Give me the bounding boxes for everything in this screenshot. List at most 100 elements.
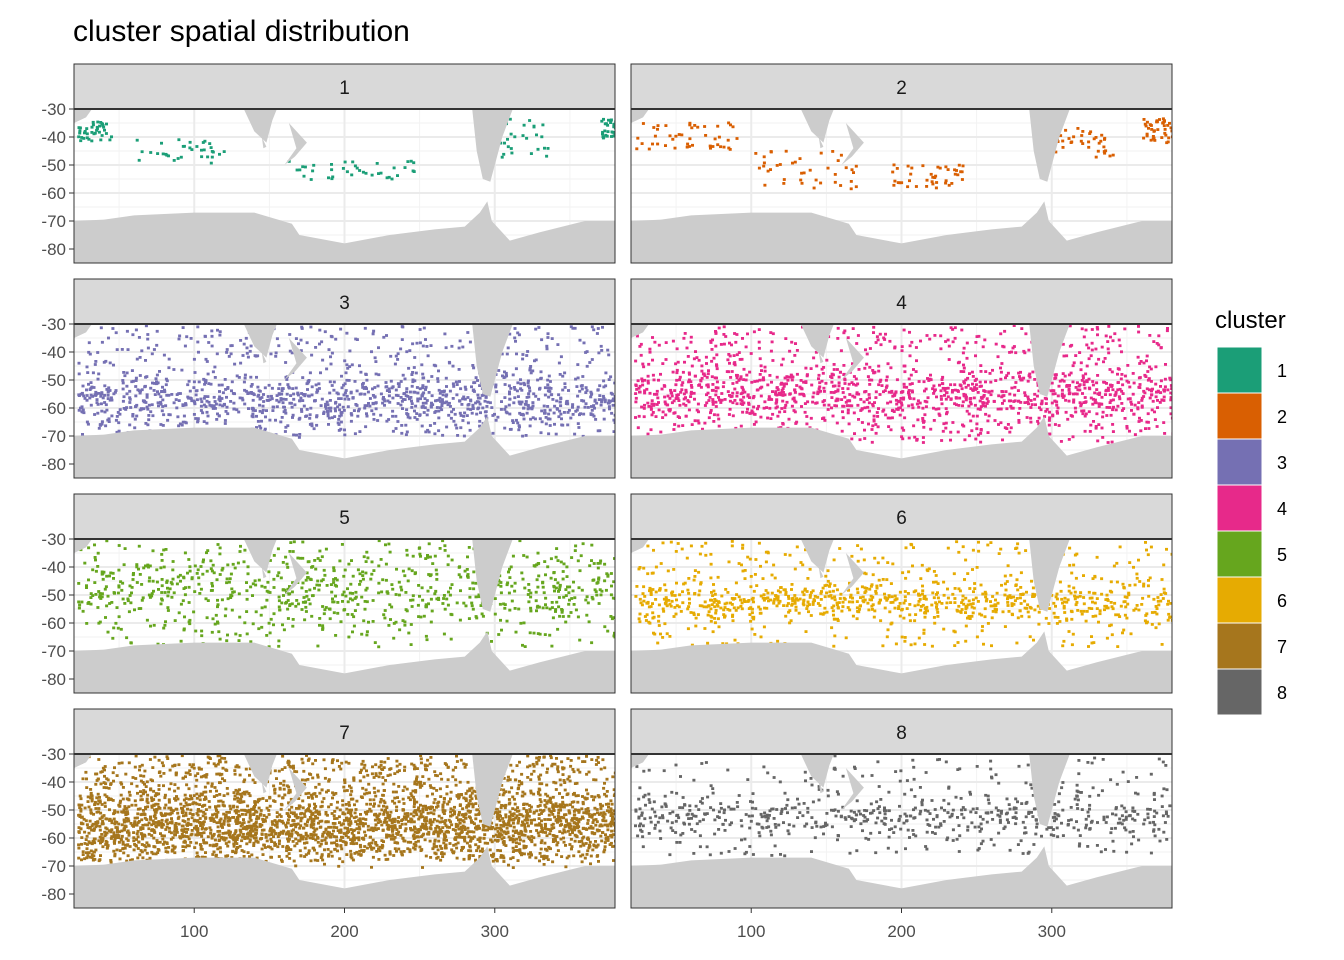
cluster-cell [656, 124, 660, 127]
cluster-cell [973, 587, 977, 590]
cluster-cell [953, 644, 957, 647]
cluster-cell [677, 133, 681, 136]
cluster-cell [1071, 380, 1075, 384]
cluster-cell [418, 387, 422, 391]
cluster-cell [671, 339, 675, 343]
cluster-cell [557, 596, 561, 599]
cluster-cell [967, 412, 971, 416]
cluster-cell [878, 393, 882, 396]
cluster-cell [1080, 134, 1084, 137]
cluster-cell [338, 559, 342, 563]
cluster-cell [1140, 396, 1144, 400]
cluster-cell [138, 374, 142, 377]
cluster-cell [856, 403, 860, 407]
cluster-cell [427, 430, 431, 434]
cluster-cell [368, 397, 372, 400]
cluster-cell [103, 128, 107, 132]
cluster-cell [162, 413, 166, 417]
cluster-cell [560, 608, 564, 611]
cluster-cell [164, 377, 168, 381]
cluster-cell [826, 408, 830, 411]
cluster-cell [462, 434, 466, 438]
cluster-cell [186, 383, 190, 387]
cluster-cell [376, 419, 380, 422]
facet-panel-4: 4 [630, 278, 1173, 479]
cluster-cell [332, 380, 336, 384]
cluster-cell [547, 374, 551, 378]
cluster-cell [546, 147, 550, 150]
cluster-cell [924, 387, 928, 391]
cluster-cell [183, 593, 187, 597]
cluster-cell [709, 409, 713, 412]
cluster-cell [859, 547, 863, 551]
cluster-cell [87, 341, 91, 345]
cluster-cell [207, 341, 211, 344]
cluster-cell [300, 410, 304, 413]
cluster-cell [895, 402, 899, 406]
cluster-cell [772, 599, 776, 603]
cluster-cell [906, 592, 910, 595]
cluster-cell [228, 577, 232, 581]
cluster-cell [604, 371, 608, 375]
cluster-cell [915, 438, 919, 442]
cluster-cell [1151, 135, 1155, 138]
cluster-cell [590, 641, 594, 645]
cluster-cell [421, 386, 425, 390]
cluster-cell [663, 395, 667, 399]
cluster-cell [414, 404, 418, 408]
cluster-cell [526, 593, 530, 596]
cluster-cell [893, 179, 897, 183]
cluster-cell [730, 343, 734, 347]
cluster-cell [349, 391, 353, 395]
cluster-cell [971, 389, 975, 392]
cluster-cell [117, 544, 121, 547]
cluster-cell [270, 397, 274, 401]
cluster-cell [352, 615, 356, 619]
cluster-cell [681, 381, 685, 384]
cluster-cell [1020, 327, 1024, 330]
cluster-cell [938, 414, 942, 417]
cluster-cell [756, 388, 760, 392]
cluster-cell [277, 571, 281, 575]
cluster-cell [706, 383, 710, 387]
cluster-cell [1065, 600, 1069, 604]
cluster-cell [257, 578, 261, 582]
cluster-cell [500, 352, 504, 356]
cluster-cell [949, 383, 953, 387]
cluster-cell [940, 382, 944, 385]
cluster-cell [220, 568, 224, 572]
cluster-cell [99, 402, 103, 406]
cluster-cell [553, 404, 557, 408]
cluster-cell [258, 403, 262, 407]
cluster-cell [384, 381, 388, 384]
cluster-cell [539, 431, 543, 435]
cluster-cell [686, 355, 690, 358]
cluster-cell [735, 402, 739, 406]
cluster-cell [437, 388, 441, 392]
cluster-cell [637, 414, 641, 418]
cluster-cell [340, 543, 344, 546]
cluster-cell [646, 544, 650, 548]
cluster-cell [662, 609, 666, 613]
cluster-cell [210, 344, 214, 348]
cluster-cell [450, 613, 454, 617]
cluster-cell [1061, 601, 1065, 605]
cluster-cell [908, 344, 912, 348]
cluster-cell [1082, 609, 1086, 613]
cluster-cell [237, 376, 241, 379]
cluster-cell [819, 612, 823, 616]
cluster-cell [514, 630, 518, 634]
cluster-cell [187, 379, 191, 383]
cluster-cell [751, 411, 755, 415]
cluster-cell [130, 380, 134, 384]
cluster-cell [657, 378, 661, 382]
cluster-cell [353, 164, 357, 168]
cluster-cell [211, 370, 215, 374]
cluster-cell [197, 350, 201, 354]
cluster-cell [574, 377, 578, 381]
cluster-cell [390, 605, 394, 609]
cluster-cell [836, 326, 840, 330]
cluster-cell [566, 423, 570, 427]
cluster-cell [655, 403, 659, 406]
cluster-cell [971, 375, 975, 378]
